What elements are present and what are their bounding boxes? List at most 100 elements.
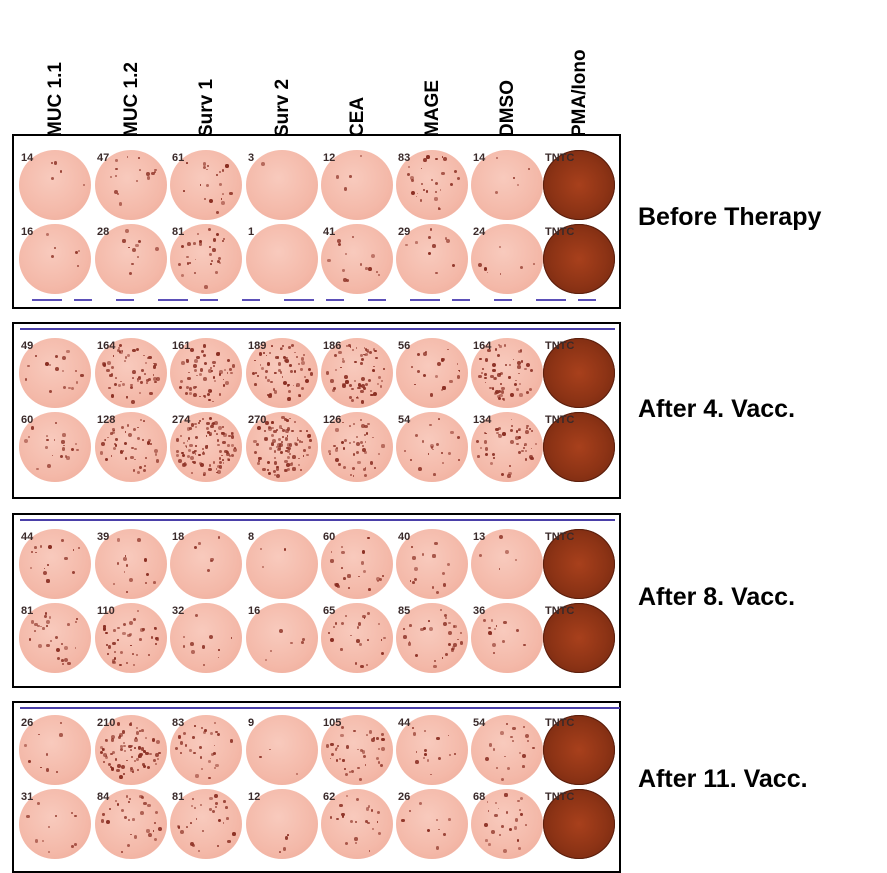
- spot: [301, 361, 305, 365]
- spot: [436, 846, 440, 850]
- spot: [366, 349, 369, 352]
- spot: [420, 199, 423, 202]
- spot: [187, 427, 190, 430]
- spot: [231, 435, 235, 439]
- spot: [127, 844, 130, 847]
- spot: [520, 813, 522, 815]
- spot: [336, 818, 338, 820]
- spot: [454, 753, 456, 755]
- spot: [412, 581, 415, 584]
- spot: [300, 368, 302, 370]
- spot: [222, 240, 225, 243]
- spot: [500, 273, 502, 275]
- spot: [501, 778, 504, 781]
- spot: [283, 847, 286, 850]
- spot: [484, 373, 487, 376]
- spot: [273, 470, 276, 473]
- spot: [128, 819, 130, 821]
- spot: [341, 567, 343, 569]
- spot: [422, 553, 424, 555]
- spot: [138, 756, 140, 758]
- spot: [351, 770, 354, 773]
- spot: [62, 447, 65, 450]
- spot: [115, 438, 118, 441]
- spot: [367, 423, 369, 425]
- spot: [112, 659, 116, 663]
- spot: [219, 450, 222, 453]
- spot: [335, 369, 337, 371]
- spot: [133, 664, 135, 666]
- spot: [515, 559, 517, 561]
- spot: [103, 625, 105, 627]
- spot: [419, 802, 422, 805]
- spot: [202, 452, 205, 455]
- spot: [382, 575, 384, 577]
- spot: [38, 644, 42, 648]
- spot: [289, 364, 292, 367]
- spot: [221, 455, 223, 457]
- spot: [119, 344, 123, 348]
- spot: [336, 759, 339, 762]
- spot: [296, 773, 298, 775]
- spot: [63, 445, 65, 447]
- spot: [202, 645, 205, 648]
- spot: [128, 247, 130, 249]
- spot: [221, 432, 223, 434]
- spot: [381, 733, 384, 736]
- spot: [521, 450, 524, 453]
- spot: [283, 381, 287, 385]
- spot: [198, 454, 201, 457]
- spot: [102, 813, 104, 815]
- spot-count: 54: [398, 415, 410, 426]
- spot: [217, 444, 220, 447]
- spot: [298, 464, 300, 466]
- column-label: Surv 2: [273, 79, 292, 137]
- spot: [348, 344, 351, 347]
- spot: [209, 808, 211, 810]
- spot: [282, 436, 284, 438]
- spot: [121, 851, 123, 853]
- plate-edge-mark: [200, 299, 218, 301]
- spot: [216, 468, 218, 470]
- spot: [507, 474, 511, 478]
- spot: [80, 374, 84, 378]
- elispot-plate: 44 39 18 8 60 40 13 TNTC 81 110 32 16 65 85 36 TNTC: [12, 513, 621, 688]
- spot: [294, 421, 296, 423]
- spot: [359, 643, 362, 646]
- spot: [40, 767, 42, 769]
- spot: [447, 563, 450, 566]
- spot: [226, 817, 229, 820]
- spot: [377, 821, 379, 823]
- spot: [355, 842, 357, 844]
- spot: [145, 362, 147, 364]
- spot: [509, 364, 511, 366]
- spot: [424, 749, 427, 752]
- spot: [155, 643, 157, 645]
- spot: [225, 164, 229, 168]
- spot: [46, 579, 49, 582]
- spot: [501, 473, 504, 476]
- spot: [330, 816, 332, 818]
- spot: [125, 431, 127, 433]
- spot: [511, 419, 513, 421]
- spot: [289, 418, 291, 420]
- spot: [124, 571, 126, 573]
- spot: [267, 469, 269, 471]
- spot: [274, 461, 278, 465]
- spot: [111, 455, 113, 457]
- spot: [336, 175, 339, 178]
- spot-count: 164: [97, 341, 115, 352]
- spot: [340, 648, 342, 650]
- spot: [492, 453, 495, 456]
- spot: [331, 753, 334, 756]
- spot: [508, 376, 510, 378]
- spot: [480, 447, 482, 449]
- spot: [191, 423, 195, 427]
- spot: [338, 243, 341, 246]
- spot: [124, 816, 127, 819]
- spot: [360, 263, 363, 266]
- spot: [46, 620, 50, 624]
- spot: [503, 849, 507, 853]
- spot: [123, 557, 127, 561]
- spot: [327, 259, 330, 262]
